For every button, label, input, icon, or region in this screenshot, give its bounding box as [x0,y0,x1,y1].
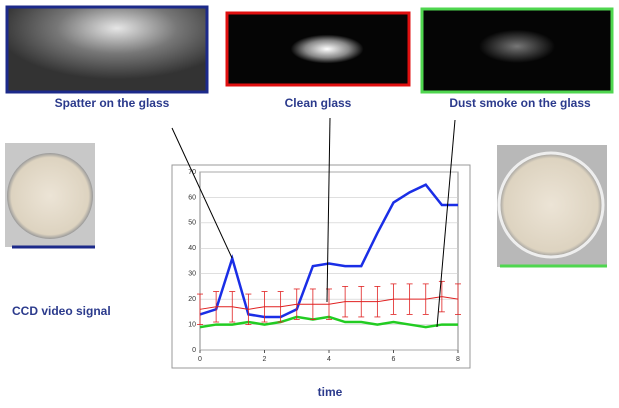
figure: Spatter on the glass Clean glass Dust sm… [0,0,619,403]
right-photo-dish [499,153,603,257]
page: Spatter on the glass Clean glass Dust sm… [0,0,619,403]
annotation: Spatter on the glass [55,96,170,110]
x-tick-label: 0 [198,356,202,363]
x-tick-label: 6 [392,356,396,363]
y-tick-label: 30 [188,271,196,278]
spatter-image [7,7,207,92]
y-tick-label: 0 [192,347,196,354]
left-photo-dish [7,153,93,239]
y-tick-label: 40 [188,245,196,252]
chart-frame [172,165,470,368]
x-tick-label: 2 [263,356,267,363]
x-axis-label: time [318,385,343,399]
x-tick-label: 4 [327,356,331,363]
annotation: Clean glass [285,96,352,110]
annotation: CCD video signal [12,304,111,318]
clean-image [227,13,409,85]
annotation: Dust smoke on the glass [449,96,591,110]
dust-image [422,9,612,92]
y-tick-label: 50 [188,220,196,227]
y-tick-label: 20 [188,296,196,303]
y-tick-label: 60 [188,194,196,201]
y-tick-label: 10 [188,321,196,328]
x-tick-label: 8 [456,356,460,363]
